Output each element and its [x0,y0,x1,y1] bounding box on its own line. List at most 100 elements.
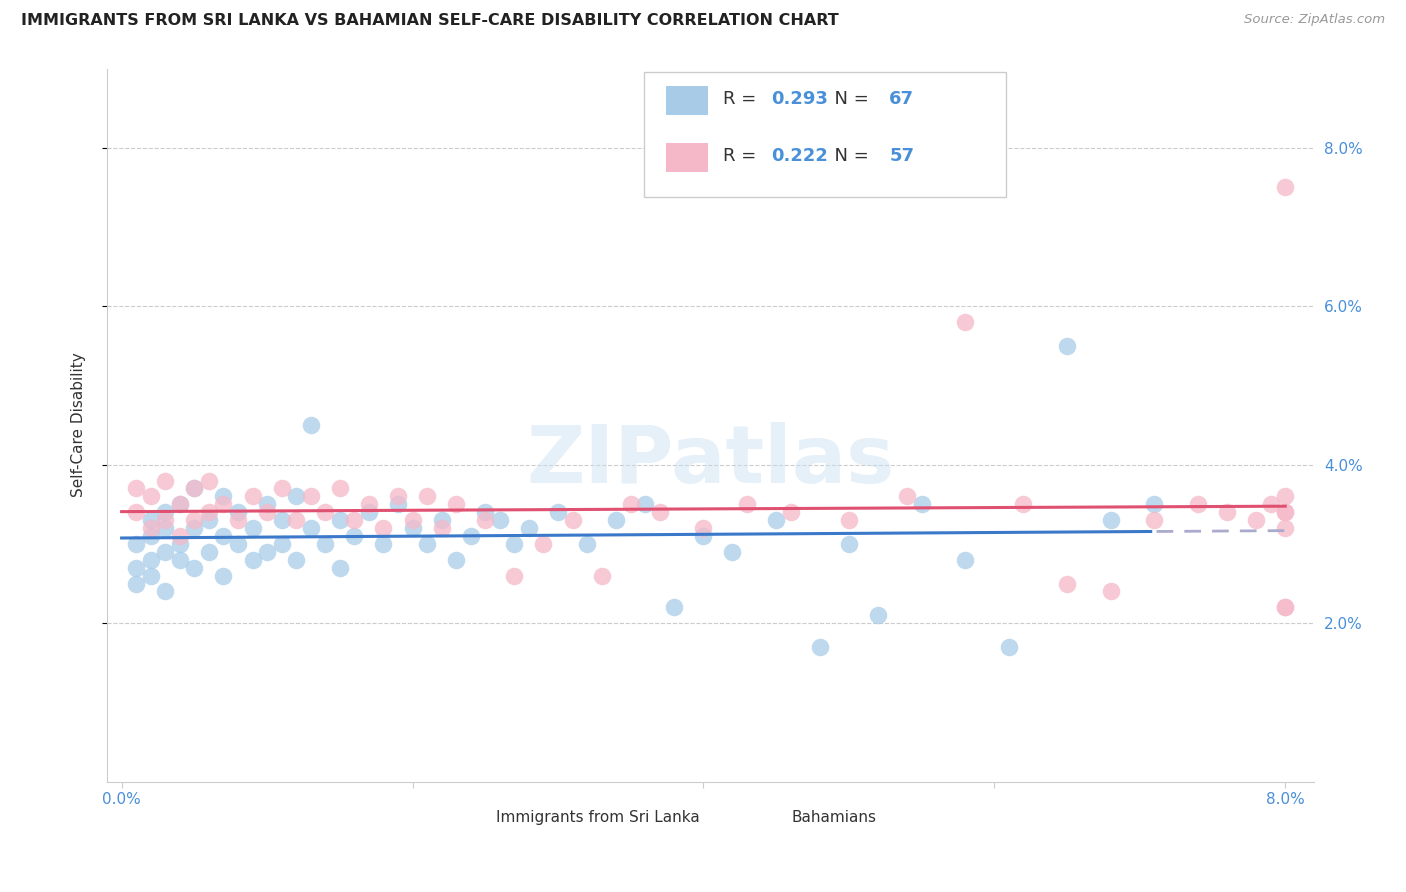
Bahamians [343,513,366,527]
Immigrants from Sri Lanka [183,560,205,574]
Bahamians [226,513,249,527]
Immigrants from Sri Lanka [605,513,627,527]
Bahamians [1056,576,1078,591]
Immigrants from Sri Lanka [139,513,162,527]
Immigrants from Sri Lanka [1143,497,1166,511]
Text: 57: 57 [890,147,914,165]
Immigrants from Sri Lanka [401,521,423,535]
Bahamians [692,521,714,535]
Text: 67: 67 [890,90,914,108]
Bahamians [125,505,148,519]
Bahamians [198,474,221,488]
Immigrants from Sri Lanka [953,553,976,567]
Immigrants from Sri Lanka [721,545,744,559]
Bahamians [1244,513,1267,527]
Bahamians [314,505,336,519]
Immigrants from Sri Lanka [299,521,322,535]
Immigrants from Sri Lanka [444,553,467,567]
Immigrants from Sri Lanka [576,537,599,551]
Bahamians [1274,505,1296,519]
Immigrants from Sri Lanka [329,560,352,574]
Immigrants from Sri Lanka [314,537,336,551]
Bahamians [1143,513,1166,527]
Bahamians [1216,505,1239,519]
FancyBboxPatch shape [644,72,1007,197]
Immigrants from Sri Lanka [416,537,439,551]
Immigrants from Sri Lanka [242,553,264,567]
Text: N =: N = [823,90,875,108]
Bahamians [1274,489,1296,503]
Bahamians [953,315,976,329]
Bahamians [125,482,148,496]
Bahamians [373,521,395,535]
Immigrants from Sri Lanka [256,497,278,511]
Bahamians [285,513,308,527]
Immigrants from Sri Lanka [226,537,249,551]
Bahamians [155,474,177,488]
Bahamians [1274,521,1296,535]
Immigrants from Sri Lanka [692,529,714,543]
Text: R =: R = [723,147,762,165]
Bahamians [169,497,191,511]
Immigrants from Sri Lanka [169,553,191,567]
Bahamians [169,529,191,543]
Bahamians [139,489,162,503]
Immigrants from Sri Lanka [198,513,221,527]
Immigrants from Sri Lanka [299,418,322,433]
Bahamians [416,489,439,503]
Immigrants from Sri Lanka [488,513,510,527]
Bahamians [474,513,496,527]
Text: IMMIGRANTS FROM SRI LANKA VS BAHAMIAN SELF-CARE DISABILITY CORRELATION CHART: IMMIGRANTS FROM SRI LANKA VS BAHAMIAN SE… [21,13,839,29]
Immigrants from Sri Lanka [460,529,482,543]
Bahamians [430,521,453,535]
FancyBboxPatch shape [666,144,709,172]
Bahamians [357,497,380,511]
Immigrants from Sri Lanka [634,497,657,511]
Immigrants from Sri Lanka [198,545,221,559]
Bahamians [1012,497,1035,511]
Immigrants from Sri Lanka [808,640,831,654]
Text: Bahamians: Bahamians [792,810,876,825]
Bahamians [242,489,264,503]
Bahamians [198,505,221,519]
Immigrants from Sri Lanka [373,537,395,551]
Bahamians [444,497,467,511]
Immigrants from Sri Lanka [503,537,526,551]
Immigrants from Sri Lanka [765,513,787,527]
Immigrants from Sri Lanka [139,568,162,582]
Bahamians [1099,584,1122,599]
Bahamians [387,489,409,503]
Text: 0.222: 0.222 [770,147,828,165]
FancyBboxPatch shape [747,809,780,837]
Bahamians [1274,600,1296,615]
Text: 0.293: 0.293 [770,90,828,108]
Bahamians [212,497,235,511]
Bahamians [401,513,423,527]
Immigrants from Sri Lanka [1099,513,1122,527]
Bahamians [155,513,177,527]
Bahamians [561,513,583,527]
Bahamians [1187,497,1209,511]
Immigrants from Sri Lanka [387,497,409,511]
Immigrants from Sri Lanka [169,537,191,551]
Immigrants from Sri Lanka [242,521,264,535]
Immigrants from Sri Lanka [212,529,235,543]
Immigrants from Sri Lanka [155,545,177,559]
Immigrants from Sri Lanka [270,513,292,527]
Bahamians [779,505,801,519]
Immigrants from Sri Lanka [517,521,540,535]
Immigrants from Sri Lanka [226,505,249,519]
Immigrants from Sri Lanka [125,576,148,591]
FancyBboxPatch shape [666,87,709,115]
Text: Source: ZipAtlas.com: Source: ZipAtlas.com [1244,13,1385,27]
Immigrants from Sri Lanka [1056,339,1078,353]
Immigrants from Sri Lanka [998,640,1021,654]
Immigrants from Sri Lanka [474,505,496,519]
Immigrants from Sri Lanka [155,584,177,599]
Immigrants from Sri Lanka [866,608,889,623]
Text: R =: R = [723,90,762,108]
Bahamians [139,521,162,535]
Immigrants from Sri Lanka [139,529,162,543]
FancyBboxPatch shape [451,809,485,837]
Bahamians [591,568,613,582]
